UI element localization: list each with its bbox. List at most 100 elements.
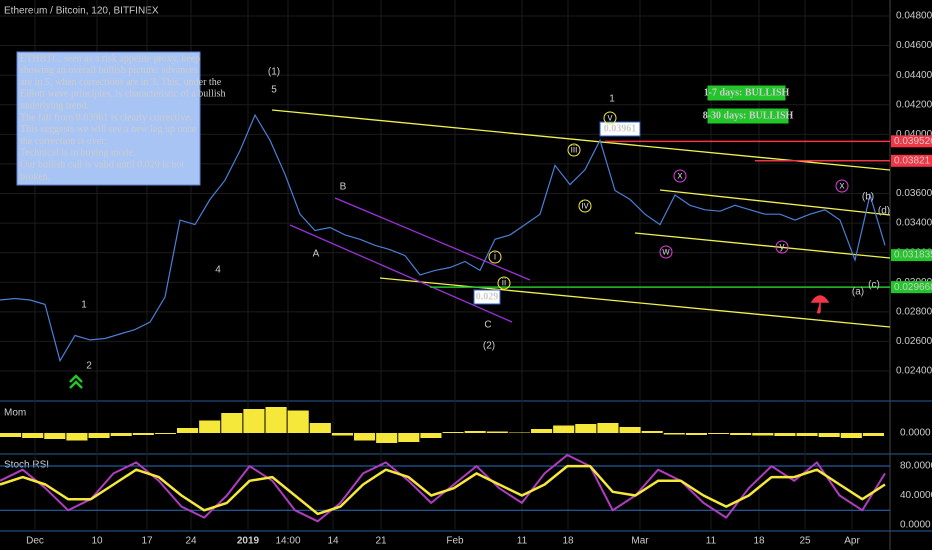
wave-label: (d): [878, 206, 890, 217]
wave-label: iv: [581, 201, 588, 212]
wave-circle: [673, 169, 687, 183]
wave-label: (a): [852, 287, 864, 298]
wave-circle: [835, 179, 849, 193]
label-box: [473, 289, 501, 305]
wave-label: (b): [862, 192, 874, 203]
mom-bar: [486, 431, 508, 433]
wave-label: A: [313, 249, 320, 260]
wave-label: 4: [215, 265, 221, 276]
price-tag-label: 0.031835: [894, 250, 932, 261]
price-tag-label: 0.03821: [894, 155, 931, 166]
umbrella-icon: [810, 295, 830, 314]
y-tick-label: 0.0000: [900, 520, 931, 531]
trend-line: [289, 224, 513, 323]
mom-bar: [619, 427, 641, 433]
x-tick-label: Dec: [26, 536, 44, 547]
trend-line: [334, 197, 531, 281]
trend-line: [634, 232, 891, 259]
mom-bar: [840, 433, 862, 438]
mom-bar: [177, 428, 199, 433]
wave-circle: [497, 276, 511, 290]
mom-bar: [597, 423, 619, 433]
note-line: Technical is in buying mode.: [20, 148, 136, 159]
stoch-line: [0, 454, 886, 523]
wave-label: C: [484, 320, 491, 331]
wave-circle: [488, 250, 502, 264]
y-tick-label: 40.0000: [900, 490, 932, 501]
mom-bar: [575, 424, 597, 433]
note-line: Our bullish call is valid until 0.029 is…: [20, 159, 184, 170]
wave-label: 5: [271, 85, 277, 96]
mom-bar: [376, 433, 398, 443]
wave-label: (1): [268, 67, 280, 78]
price-tag-label: 0.039526: [894, 136, 932, 147]
wave-circle: [578, 199, 592, 213]
stoch-line: [0, 464, 886, 516]
note-line: the correction is over.: [20, 136, 107, 147]
wave-circle: [567, 143, 581, 157]
note-box: [16, 51, 201, 186]
mom-bar: [752, 433, 774, 436]
trend-line: [271, 109, 891, 171]
mom-bar: [265, 407, 287, 433]
mom-bar: [442, 432, 464, 433]
mom-bar: [553, 425, 575, 433]
x-tick-label: 24: [185, 536, 197, 547]
trend-line: [659, 189, 891, 216]
x-tick-label: 21: [375, 536, 387, 547]
y-tick-label: 0.0000: [900, 428, 931, 439]
mom-title: Mom: [4, 408, 26, 419]
mom-bar: [309, 423, 331, 433]
price-line: [0, 113, 886, 363]
x-tick-label: 14: [327, 536, 339, 547]
wave-label: v: [608, 113, 613, 124]
mom-bar: [354, 433, 376, 441]
label-box-text: 0.03961: [604, 123, 637, 134]
x-tick-label: 11: [706, 536, 717, 547]
x-tick-label: 17: [141, 536, 153, 547]
stoch-title: Stoch RSI: [4, 460, 49, 471]
mom-bar: [663, 433, 685, 435]
mom-bar: [464, 431, 486, 433]
note-line: The fall from 0.03961 is clearly correct…: [20, 112, 192, 123]
x-tick-label: Apr: [844, 536, 860, 547]
wave-label: B: [340, 182, 347, 193]
mom-bar: [0, 433, 22, 437]
label-box-text: 1-7 days: BULLISH: [704, 87, 790, 98]
mom-bar: [508, 432, 530, 433]
mom-bar: [730, 433, 752, 435]
x-tick-label: 18: [753, 536, 765, 547]
note-line: showing an overall bullish picture: adva…: [20, 65, 198, 76]
wave-label: w: [661, 247, 670, 258]
x-tick-label: 11: [517, 536, 528, 547]
mom-bar: [862, 433, 884, 436]
label-box-text: 0.029: [476, 291, 499, 302]
wave-label: 1: [81, 300, 87, 311]
mom-bar: [132, 433, 154, 435]
x-tick-label: 18: [562, 536, 574, 547]
label-box: [599, 121, 641, 137]
mom-bar: [818, 433, 840, 437]
wave-label: ii: [502, 278, 506, 289]
wave-label: (2): [483, 341, 495, 352]
wave-circle: [775, 240, 789, 254]
mom-bar: [221, 413, 243, 433]
trend-line: [379, 277, 891, 328]
mom-bar: [154, 433, 176, 434]
note-line: ETHBTC, seen as a risk appetite proxy, k…: [20, 53, 200, 64]
x-tick-label: 2019: [237, 536, 260, 547]
mom-bar: [243, 409, 265, 433]
mom-bar: [774, 433, 796, 436]
buy-arrows: [69, 374, 83, 389]
note-line: Elliott wave principles, is characterist…: [20, 89, 226, 100]
